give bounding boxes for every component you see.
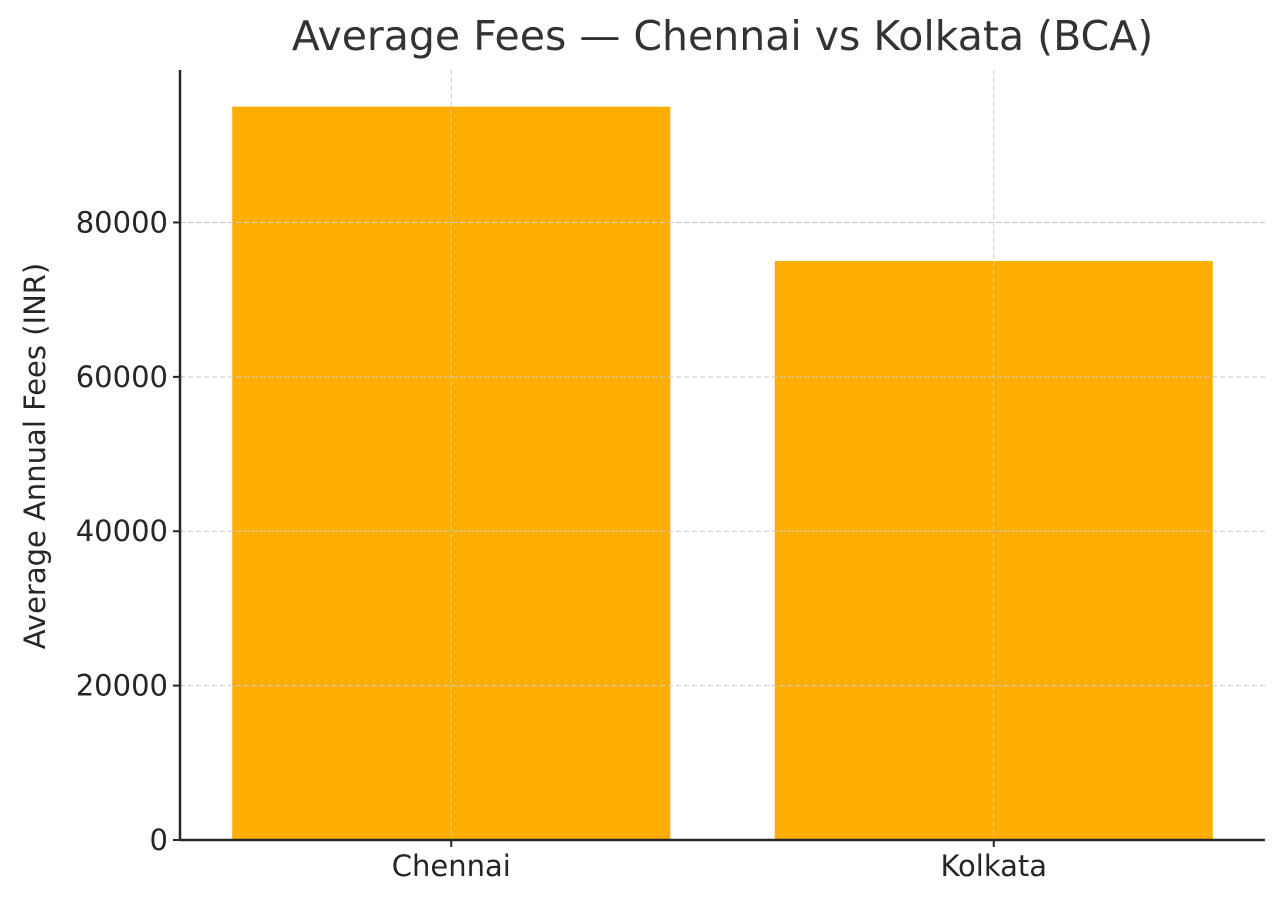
- y-tick-label: 40000: [76, 514, 168, 548]
- x-tick-label: Kolkata: [940, 849, 1047, 883]
- y-tick-label: 60000: [76, 360, 168, 394]
- y-tick-label: 0: [150, 823, 168, 857]
- x-tick-label: Chennai: [392, 849, 511, 883]
- y-tick-label: 80000: [76, 205, 168, 239]
- y-tick-label: 20000: [76, 669, 168, 703]
- chart-title: Average Fees — Chennai vs Kolkata (BCA): [291, 12, 1154, 60]
